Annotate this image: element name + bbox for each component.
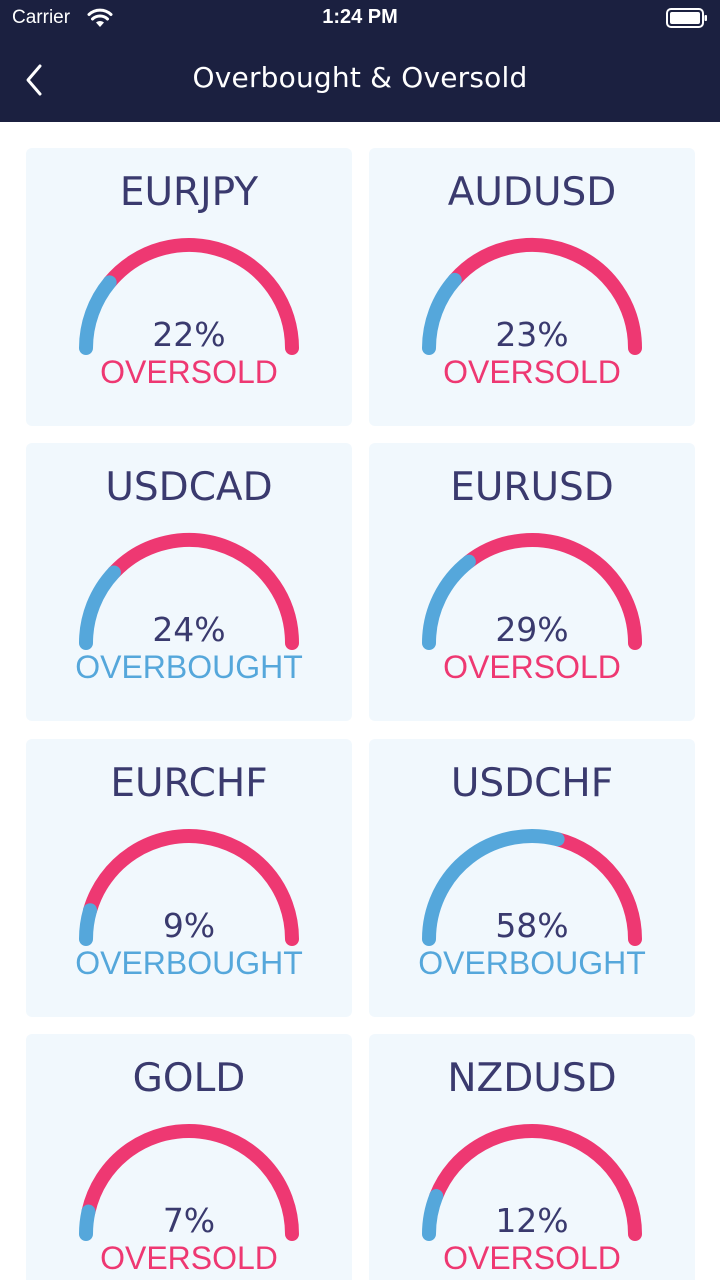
gauge-fill-overbought	[79, 275, 117, 355]
gauge-meter	[422, 238, 642, 355]
gauge-track-oversold	[83, 829, 299, 946]
pair-name: USDCAD	[105, 465, 273, 510]
gauge-track-oversold	[81, 1124, 299, 1241]
gauge-fill-overbought	[422, 272, 462, 355]
status-label: OVERSOLD	[100, 354, 278, 390]
gauge-fill-overbought	[79, 903, 98, 946]
gauge-meter	[79, 829, 299, 946]
page-title: Overbought & Oversold	[192, 61, 528, 94]
percent-value: 12%	[495, 1201, 569, 1240]
gauge-track-oversold	[429, 1124, 642, 1241]
gauge-fill-overbought	[422, 829, 565, 946]
pair-name: GOLD	[132, 1056, 246, 1101]
pair-name: AUDUSD	[447, 170, 617, 215]
gauge-fill-overbought	[79, 1204, 96, 1241]
gauge-fill-overbought	[422, 554, 476, 650]
gauge-track-oversold	[461, 533, 642, 650]
back-chevron-icon[interactable]	[22, 62, 50, 98]
gauge-meter	[422, 533, 642, 650]
pair-name: EURCHF	[110, 761, 268, 806]
gauge-track-oversold	[447, 238, 642, 355]
status-label: OVERSOLD	[443, 649, 621, 685]
status-time: 1:24 PM	[322, 6, 398, 28]
gauge-fill-overbought	[422, 1189, 444, 1241]
gauge-track-oversold	[102, 238, 299, 355]
pair-card[interactable]: EURJPY 22% OVERSOLD	[26, 148, 352, 426]
status-label: OVERSOLD	[443, 1240, 621, 1276]
pair-name: EURJPY	[119, 170, 259, 215]
pair-name: NZDUSD	[447, 1056, 617, 1101]
gauge-track-oversold	[106, 533, 299, 650]
gauge-meter	[79, 238, 299, 355]
carrier-label: Carrier	[12, 7, 71, 28]
gauge-fill-overbought	[79, 565, 121, 650]
pair-card[interactable]: USDCHF 58% OVERBOUGHT	[369, 739, 695, 1017]
percent-value: 58%	[495, 906, 569, 945]
nav-bar: Overbought & Oversold	[0, 36, 720, 122]
pair-card[interactable]: NZDUSD 12% OVERSOLD	[369, 1034, 695, 1280]
wifi-icon	[87, 8, 113, 27]
pair-card[interactable]: USDCAD 24% OVERBOUGHT	[26, 443, 352, 721]
gauge-meter	[79, 1124, 299, 1241]
status-label: OVERBOUGHT	[75, 945, 303, 981]
percent-value: 9%	[162, 906, 216, 945]
status-label: OVERSOLD	[443, 354, 621, 390]
pair-card[interactable]: EURCHF 9% OVERBOUGHT	[26, 739, 352, 1017]
pair-name: USDCHF	[450, 761, 614, 806]
status-bar: Carrier 1:24 PM	[0, 0, 720, 36]
percent-value: 24%	[152, 610, 226, 649]
pair-card[interactable]: AUDUSD 23% OVERSOLD	[369, 148, 695, 426]
status-label: OVERBOUGHT	[75, 649, 303, 685]
battery-icon	[666, 8, 707, 28]
gauge-meter	[422, 829, 642, 946]
pair-name: EURUSD	[450, 465, 614, 510]
percent-value: 29%	[495, 610, 569, 649]
status-label: OVERSOLD	[100, 1240, 278, 1276]
percent-value: 23%	[495, 315, 569, 354]
percent-value: 22%	[152, 315, 226, 354]
gauge-meter	[79, 533, 299, 650]
gauge-grid: EURJPY 22% OVERSOLD AUDUSD 23% OVERSOLD …	[0, 122, 720, 1280]
pair-card[interactable]: GOLD 7% OVERSOLD	[26, 1034, 352, 1280]
gauge-meter	[422, 1124, 642, 1241]
pair-card[interactable]: EURUSD 29% OVERSOLD	[369, 443, 695, 721]
percent-value: 7%	[162, 1201, 216, 1240]
status-label: OVERBOUGHT	[418, 945, 646, 981]
gauge-track-oversold	[550, 832, 642, 946]
